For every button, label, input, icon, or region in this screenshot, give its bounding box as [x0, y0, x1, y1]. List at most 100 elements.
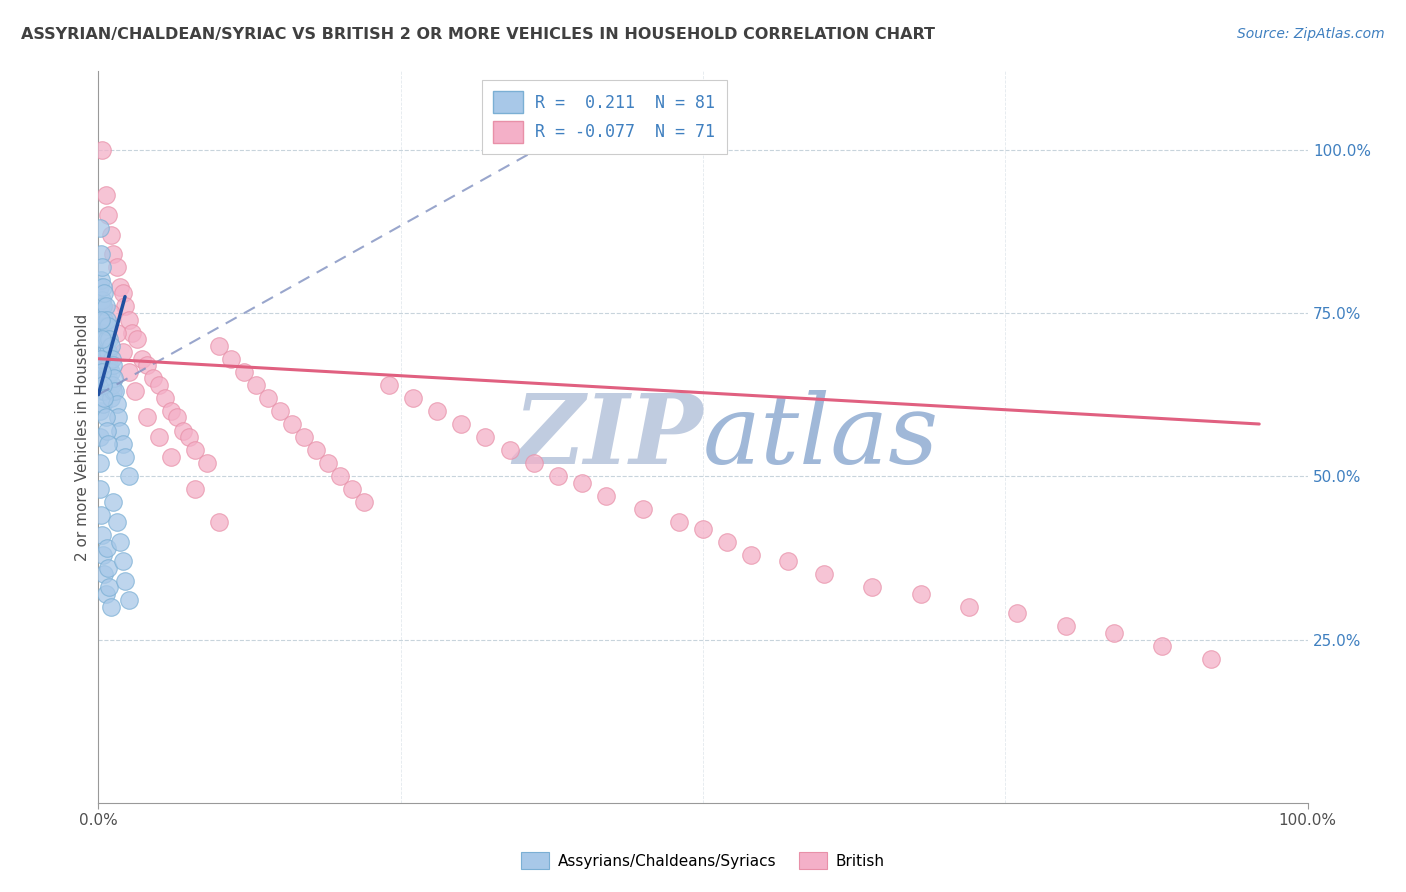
- Point: [118, 365, 141, 379]
- Point: [100, 365, 122, 379]
- Point: [450, 417, 472, 431]
- Point: [595, 489, 617, 503]
- Point: [124, 384, 146, 399]
- Point: [668, 515, 690, 529]
- Point: [208, 515, 231, 529]
- Point: [100, 351, 122, 366]
- Point: [100, 599, 122, 614]
- Point: [93, 286, 115, 301]
- Point: [281, 417, 304, 431]
- Point: [153, 391, 176, 405]
- Point: [740, 548, 762, 562]
- Point: [97, 208, 120, 222]
- Point: [114, 574, 136, 588]
- Point: [91, 300, 114, 314]
- Point: [97, 319, 120, 334]
- Point: [631, 502, 654, 516]
- Point: [127, 332, 149, 346]
- Point: [114, 300, 136, 314]
- Point: [107, 410, 129, 425]
- Point: [353, 495, 375, 509]
- Point: [195, 456, 218, 470]
- Point: [100, 227, 122, 242]
- Text: ZIP: ZIP: [513, 390, 703, 484]
- Point: [571, 475, 593, 490]
- Point: [118, 469, 141, 483]
- Point: [860, 580, 883, 594]
- Point: [90, 508, 112, 523]
- Point: [111, 286, 134, 301]
- Point: [342, 483, 364, 497]
- Point: [716, 534, 738, 549]
- Point: [105, 397, 128, 411]
- Point: [89, 456, 111, 470]
- Point: [90, 332, 112, 346]
- Point: [142, 371, 165, 385]
- Text: ASSYRIAN/CHALDEAN/SYRIAC VS BRITISH 2 OR MORE VEHICLES IN HOUSEHOLD CORRELATION : ASSYRIAN/CHALDEAN/SYRIAC VS BRITISH 2 OR…: [21, 27, 935, 42]
- Point: [98, 332, 121, 346]
- Point: [101, 384, 124, 399]
- Point: [96, 358, 118, 372]
- Point: [179, 430, 201, 444]
- Point: [94, 410, 117, 425]
- Point: [1007, 607, 1029, 621]
- Legend: Assyrians/Chaldeans/Syriacs, British: Assyrians/Chaldeans/Syriacs, British: [515, 846, 891, 875]
- Point: [105, 326, 128, 340]
- Point: [90, 351, 112, 366]
- Point: [91, 293, 114, 307]
- Point: [91, 143, 114, 157]
- Point: [93, 391, 115, 405]
- Point: [91, 326, 114, 340]
- Point: [114, 450, 136, 464]
- Point: [94, 188, 117, 202]
- Point: [96, 312, 118, 326]
- Point: [91, 319, 114, 334]
- Point: [160, 404, 183, 418]
- Point: [96, 424, 118, 438]
- Point: [94, 300, 117, 314]
- Point: [148, 377, 170, 392]
- Point: [184, 483, 207, 497]
- Point: [98, 580, 121, 594]
- Point: [305, 443, 328, 458]
- Point: [111, 554, 134, 568]
- Point: [776, 554, 799, 568]
- Point: [108, 534, 131, 549]
- Point: [89, 404, 111, 418]
- Point: [91, 260, 114, 275]
- Point: [91, 280, 114, 294]
- Point: [90, 247, 112, 261]
- Point: [90, 358, 112, 372]
- Point: [93, 358, 115, 372]
- Point: [91, 365, 114, 379]
- Point: [292, 430, 315, 444]
- Point: [97, 560, 120, 574]
- Point: [108, 424, 131, 438]
- Point: [101, 247, 124, 261]
- Point: [93, 312, 115, 326]
- Point: [1054, 619, 1077, 633]
- Point: [104, 384, 127, 399]
- Point: [105, 515, 128, 529]
- Point: [97, 371, 120, 385]
- Point: [90, 273, 112, 287]
- Point: [523, 456, 546, 470]
- Point: [692, 521, 714, 535]
- Point: [426, 404, 449, 418]
- Legend: R =  0.211  N = 81, R = -0.077  N = 71: R = 0.211 N = 81, R = -0.077 N = 71: [482, 79, 727, 154]
- Point: [91, 377, 114, 392]
- Text: atlas: atlas: [703, 390, 939, 484]
- Point: [118, 593, 141, 607]
- Point: [90, 300, 112, 314]
- Point: [91, 345, 114, 359]
- Point: [89, 221, 111, 235]
- Point: [232, 365, 254, 379]
- Point: [91, 332, 114, 346]
- Point: [148, 430, 170, 444]
- Point: [547, 469, 569, 483]
- Point: [1152, 639, 1174, 653]
- Point: [90, 312, 112, 326]
- Point: [100, 391, 122, 405]
- Point: [91, 377, 114, 392]
- Point: [329, 469, 352, 483]
